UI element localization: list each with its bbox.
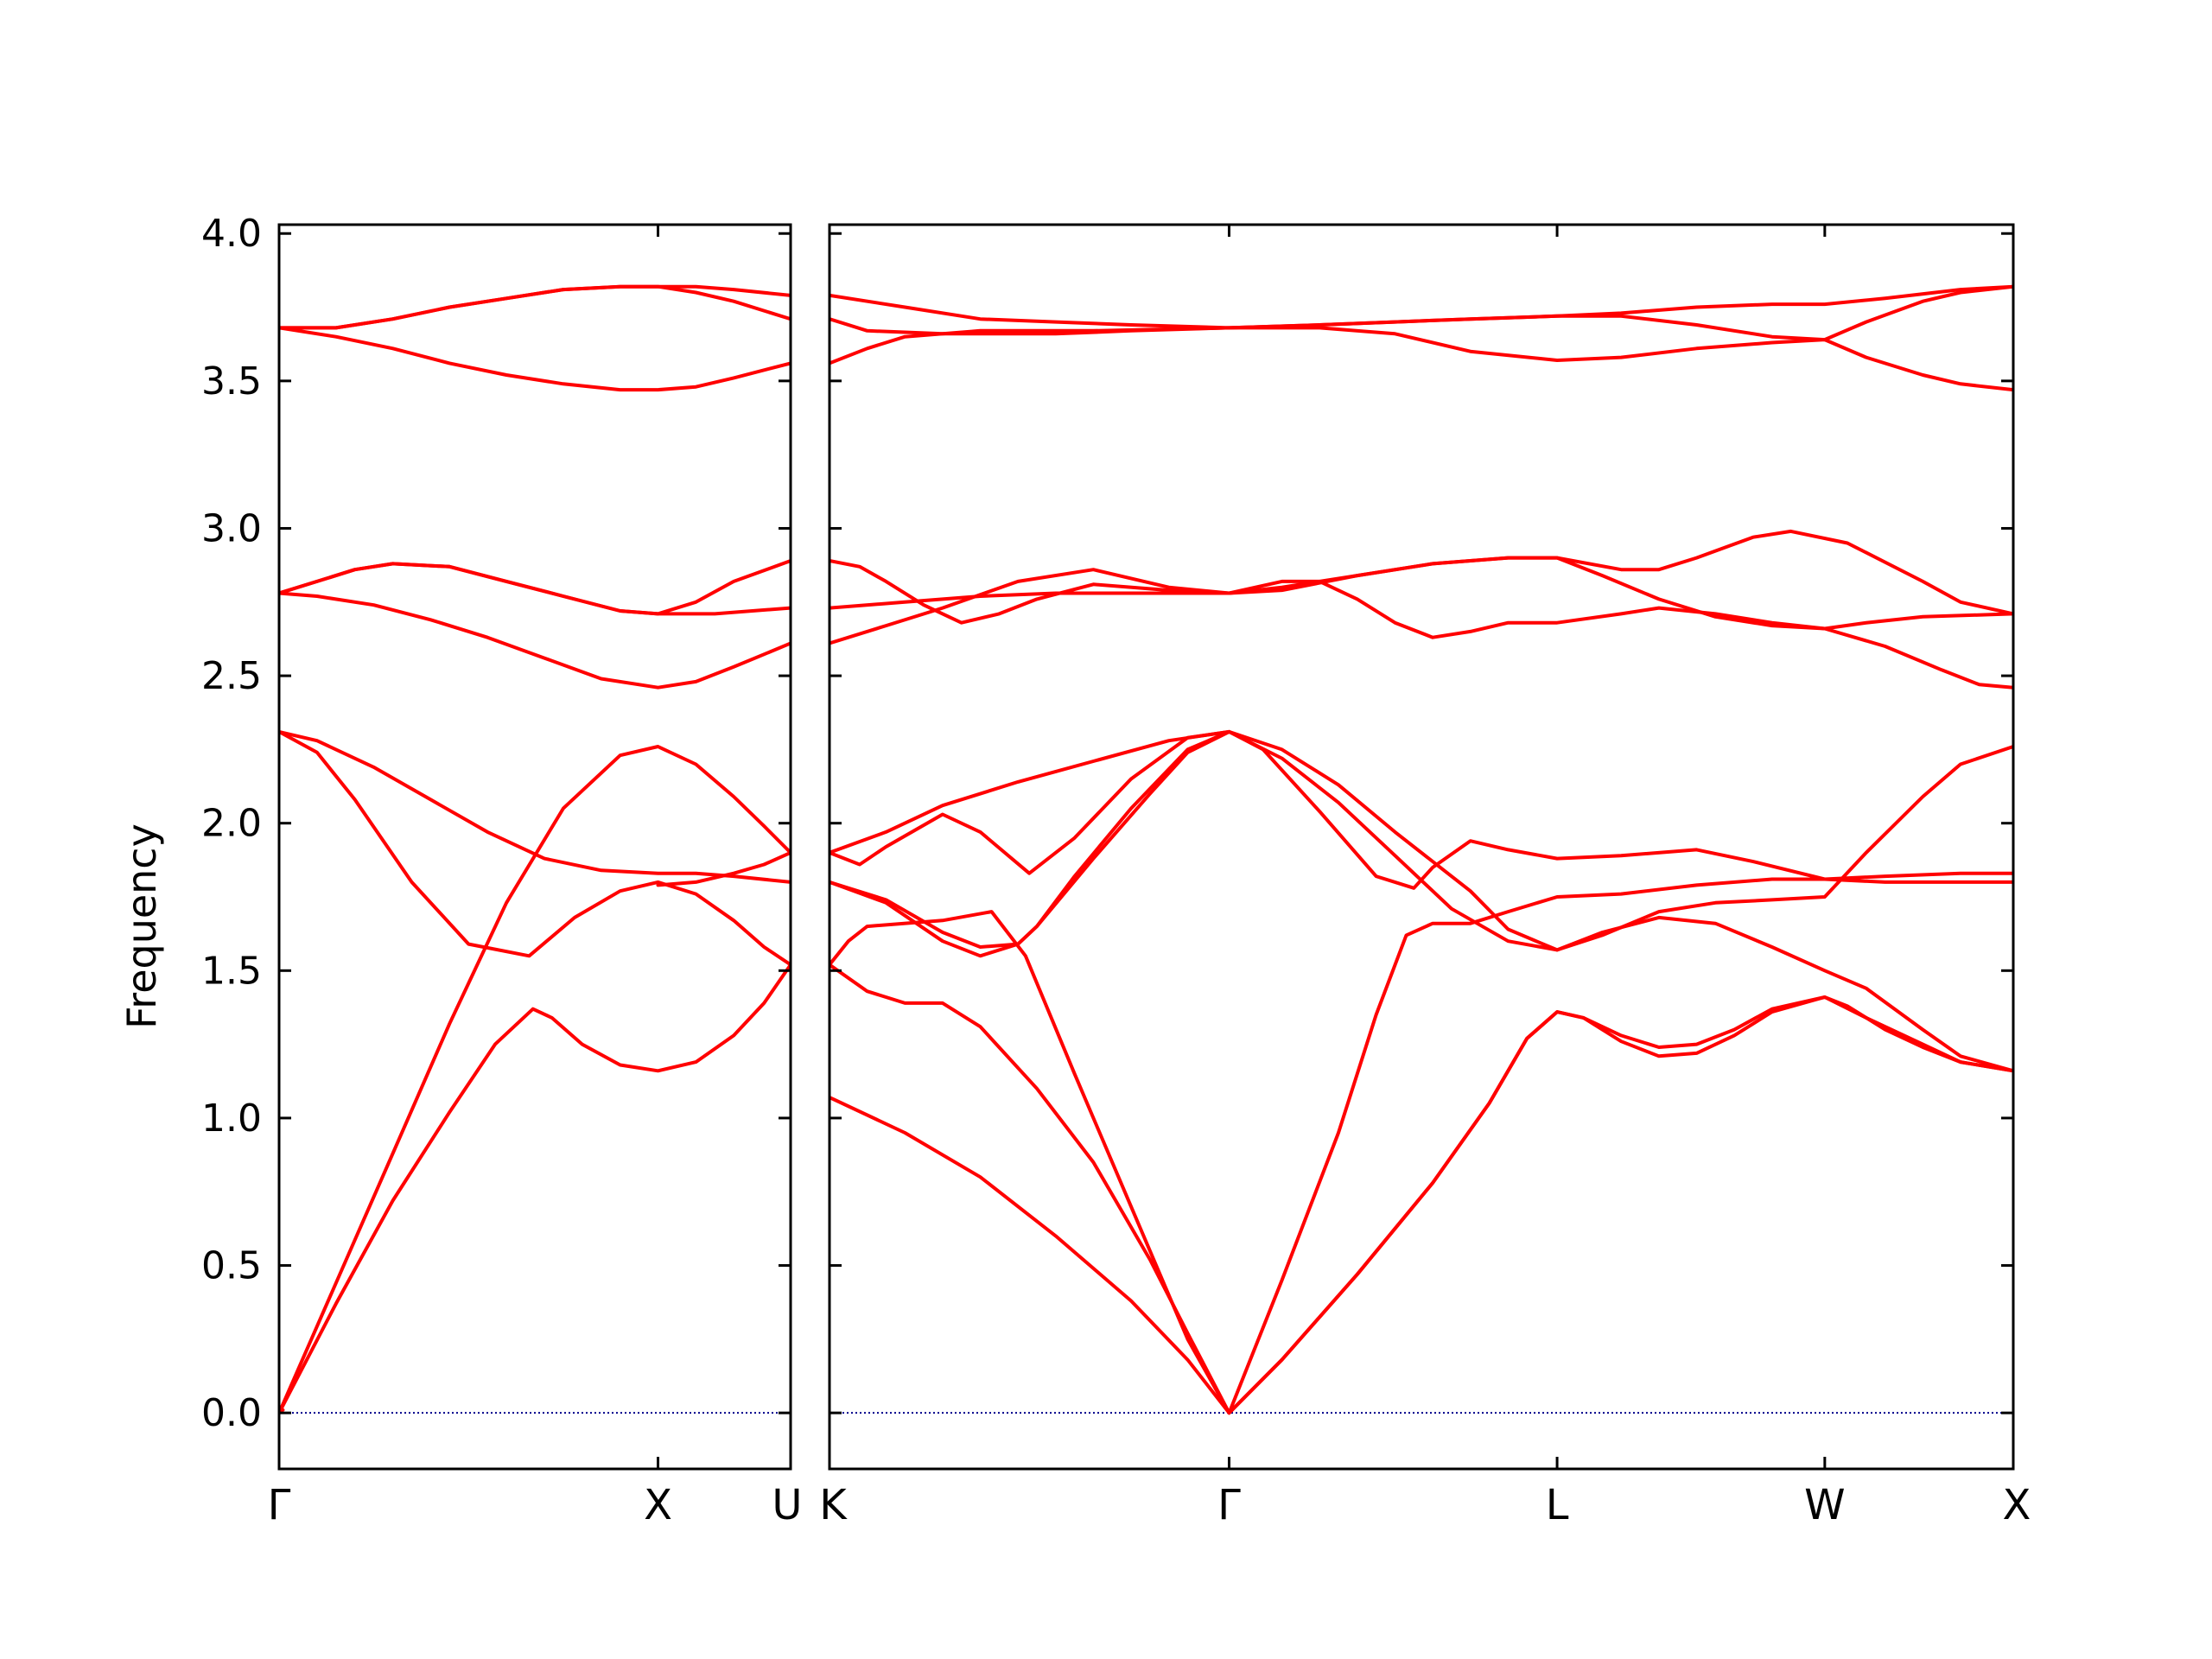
band-line <box>279 745 791 1415</box>
y-tick-label: 0.5 <box>201 1244 262 1288</box>
band-line <box>279 284 791 330</box>
y-axis: 0.0 0.5 1.0 1.5 2.0 2.5 3.0 3.5 4.0 <box>201 212 262 1435</box>
panel-frame <box>828 223 2015 1471</box>
band-group <box>279 284 791 1415</box>
y-tick-label: 1.0 <box>201 1096 262 1141</box>
x-tick-label: Γ <box>268 1481 291 1529</box>
band-line <box>830 729 1231 855</box>
band-line <box>279 591 791 690</box>
band-line <box>279 562 791 616</box>
band-line <box>830 559 2013 639</box>
y-tick-label: 2.0 <box>201 802 262 846</box>
band-line <box>830 963 2013 1415</box>
y-axis-label: Frequency <box>118 823 165 1029</box>
band-line <box>279 963 791 1415</box>
panel-frame <box>277 223 792 1471</box>
y-tick-label: 3.5 <box>201 359 262 404</box>
band-line <box>279 729 791 884</box>
band-line <box>830 877 2013 1415</box>
x-tick-label: Γ <box>1217 1481 1241 1529</box>
y-tick-label: 1.5 <box>201 949 262 993</box>
y-tick-label: 2.5 <box>201 654 262 698</box>
band-line <box>830 284 2013 330</box>
band-line <box>279 729 791 967</box>
band-line <box>656 850 791 887</box>
band-group <box>830 284 2013 1415</box>
x-tick-label: W <box>1804 1481 1845 1529</box>
band-line <box>830 556 2013 690</box>
y-tick-label: 0.0 <box>201 1391 262 1435</box>
x-tick-label: K <box>819 1481 848 1529</box>
x-tick-label: X <box>644 1481 672 1529</box>
band-line <box>279 326 791 392</box>
x-tick-label: X <box>2003 1481 2031 1529</box>
band-line <box>830 729 2013 1073</box>
y-tick-label: 4.0 <box>201 212 262 256</box>
x-tick-label: L <box>1546 1481 1569 1529</box>
y-tick-label: 3.0 <box>201 506 262 550</box>
band-line <box>830 326 2013 392</box>
band-line <box>830 729 2013 958</box>
x-tick-label: U <box>772 1481 802 1529</box>
